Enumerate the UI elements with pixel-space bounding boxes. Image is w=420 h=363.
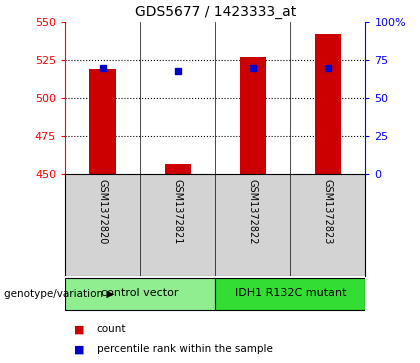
Text: GSM1372822: GSM1372822	[248, 179, 258, 245]
Text: percentile rank within the sample: percentile rank within the sample	[97, 344, 273, 354]
Title: GDS5677 / 1423333_at: GDS5677 / 1423333_at	[135, 5, 296, 19]
Text: GSM1372820: GSM1372820	[97, 179, 108, 245]
Text: ■: ■	[74, 344, 84, 354]
Bar	[89, 69, 116, 174]
Bar	[65, 278, 215, 310]
Text: IDH1 R132C mutant: IDH1 R132C mutant	[235, 288, 346, 298]
Text: ■: ■	[74, 325, 84, 334]
Bar	[165, 164, 191, 174]
Bar	[240, 57, 266, 174]
Text: genotype/variation ▶: genotype/variation ▶	[4, 289, 115, 299]
Text: control vector: control vector	[101, 288, 179, 298]
Text: count: count	[97, 325, 126, 334]
Bar	[215, 278, 365, 310]
Text: GSM1372823: GSM1372823	[323, 179, 333, 245]
Text: GSM1372821: GSM1372821	[173, 179, 183, 245]
Bar	[315, 34, 341, 174]
